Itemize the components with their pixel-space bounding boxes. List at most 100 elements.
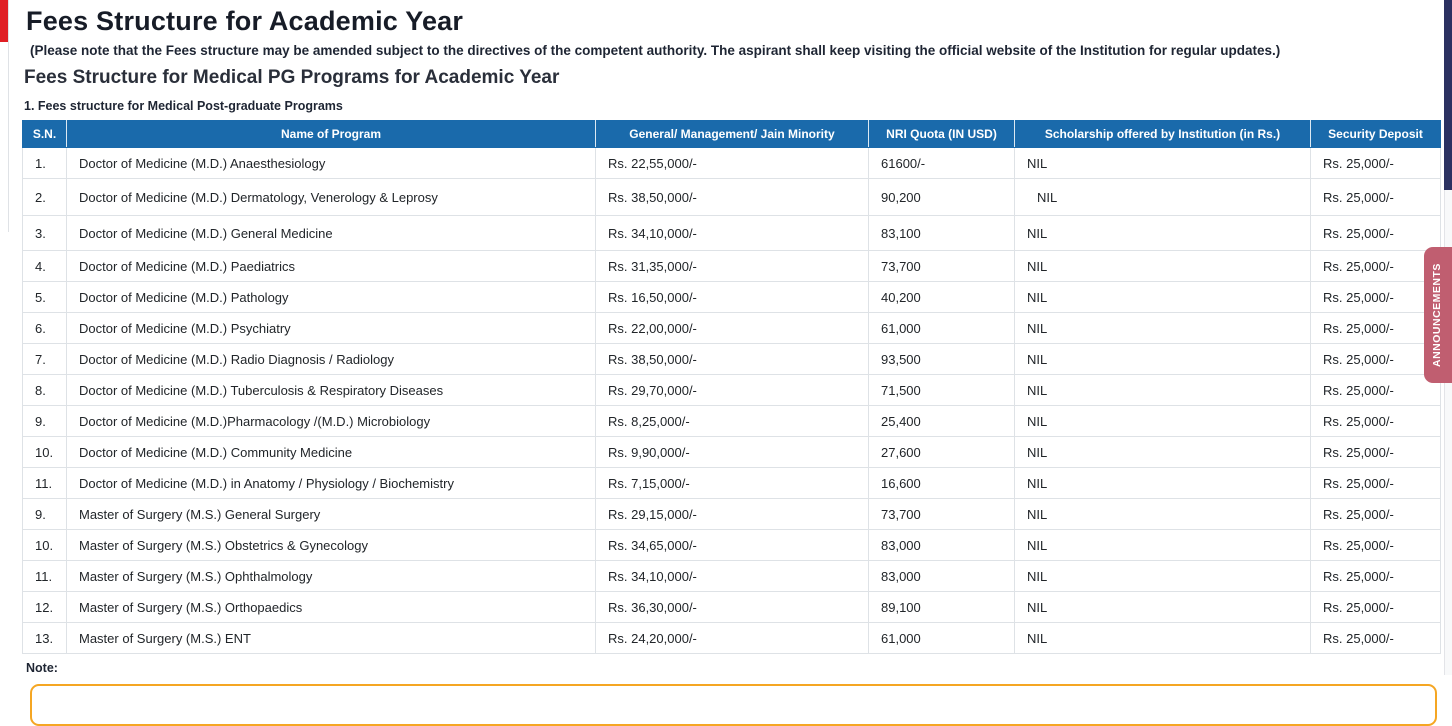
cell-security: Rs. 25,000/- bbox=[1310, 591, 1441, 623]
cell-general: Rs. 38,50,000/- bbox=[595, 343, 869, 375]
left-panel-edge-divider bbox=[8, 0, 9, 232]
table-row: 6. Doctor of Medicine (M.D.) Psychiatry Rs… bbox=[22, 312, 1441, 344]
cell-security: Rs. 25,000/- bbox=[1310, 343, 1441, 375]
cell-program: Master of Surgery (M.S.) ENT bbox=[66, 622, 596, 654]
cell-sn: 4. bbox=[22, 250, 67, 282]
cell-security: Rs. 25,000/- bbox=[1310, 312, 1441, 344]
cell-sn: 12. bbox=[22, 591, 67, 623]
cell-general: Rs. 24,20,000/- bbox=[595, 622, 869, 654]
table-row: 11. Doctor of Medicine (M.D.) in Anatomy … bbox=[22, 467, 1441, 499]
cell-sn: 11. bbox=[22, 560, 67, 592]
fees-disclaimer-text: (Please note that the Fees structure may… bbox=[30, 43, 1281, 58]
cell-program: Doctor of Medicine (M.D.) Anaesthesiolog… bbox=[66, 147, 596, 179]
table-row: 9. Doctor of Medicine (M.D.)Pharmacology … bbox=[22, 405, 1441, 437]
column-header-2: General/ Management/ Jain Minority bbox=[595, 120, 869, 148]
cell-program: Master of Surgery (M.S.) General Surgery bbox=[66, 498, 596, 530]
cell-security: Rs. 25,000/- bbox=[1310, 374, 1441, 406]
cell-scholarship: NIL bbox=[1014, 343, 1311, 375]
medical-pg-subtitle: Fees Structure for Medical PG Programs f… bbox=[24, 67, 560, 88]
table-row: 9. Master of Surgery (M.S.) General Surge… bbox=[22, 498, 1441, 530]
cell-nri: 93,500 bbox=[868, 343, 1015, 375]
cell-scholarship: NIL bbox=[1014, 281, 1311, 313]
table-row: 2. Doctor of Medicine (M.D.) Dermatology,… bbox=[22, 178, 1441, 216]
cell-general: Rs. 36,30,000/- bbox=[595, 591, 869, 623]
cell-sn: 8. bbox=[22, 374, 67, 406]
cell-program: Doctor of Medicine (M.D.) Psychiatry bbox=[66, 312, 596, 344]
cell-security: Rs. 25,000/- bbox=[1310, 436, 1441, 468]
cell-security: Rs. 25,000/- bbox=[1310, 498, 1441, 530]
cell-security: Rs. 25,000/- bbox=[1310, 250, 1441, 282]
cell-general: Rs. 29,70,000/- bbox=[595, 374, 869, 406]
cell-general: Rs. 31,35,000/- bbox=[595, 250, 869, 282]
cell-program: Doctor of Medicine (M.D.) Tuberculosis &… bbox=[66, 374, 596, 406]
table-row: 10. Master of Surgery (M.S.) Obstetrics &… bbox=[22, 529, 1441, 561]
cell-scholarship: NIL bbox=[1014, 467, 1311, 499]
cell-sn: 9. bbox=[22, 498, 67, 530]
cell-program: Master of Surgery (M.S.) Obstetrics & Gy… bbox=[66, 529, 596, 561]
cell-scholarship: NIL bbox=[1014, 215, 1311, 251]
cell-program: Master of Surgery (M.S.) Orthopaedics bbox=[66, 591, 596, 623]
cell-nri: 16,600 bbox=[868, 467, 1015, 499]
table-row: 8. Doctor of Medicine (M.D.) Tuberculosis… bbox=[22, 374, 1441, 406]
cell-nri: 83,000 bbox=[868, 560, 1015, 592]
cell-nri: 73,700 bbox=[868, 498, 1015, 530]
scrollbar-thumb[interactable] bbox=[1444, 0, 1452, 190]
cell-nri: 71,500 bbox=[868, 374, 1015, 406]
cell-nri: 40,200 bbox=[868, 281, 1015, 313]
cell-scholarship: NIL bbox=[1014, 250, 1311, 282]
cell-general: Rs. 38,50,000/- bbox=[595, 178, 869, 216]
cell-general: Rs. 16,50,000/- bbox=[595, 281, 869, 313]
cell-program: Doctor of Medicine (M.D.) in Anatomy / P… bbox=[66, 467, 596, 499]
cell-scholarship: NIL bbox=[1014, 436, 1311, 468]
cell-program: Doctor of Medicine (M.D.) Pathology bbox=[66, 281, 596, 313]
cell-sn: 11. bbox=[22, 467, 67, 499]
left-red-accent-bar bbox=[0, 0, 8, 42]
cell-nri: 83,000 bbox=[868, 529, 1015, 561]
cell-sn: 7. bbox=[22, 343, 67, 375]
announcements-tab[interactable]: ANNOUNCEMENTS bbox=[1424, 247, 1452, 383]
cell-security: Rs. 25,000/- bbox=[1310, 405, 1441, 437]
cell-scholarship: NIL bbox=[1014, 374, 1311, 406]
cell-program: Doctor of Medicine (M.D.) Dermatology, V… bbox=[66, 178, 596, 216]
cell-program: Doctor of Medicine (M.D.)Pharmacology /(… bbox=[66, 405, 596, 437]
cell-nri: 61,000 bbox=[868, 312, 1015, 344]
column-header-1: Name of Program bbox=[66, 120, 596, 148]
table-row: 12. Master of Surgery (M.S.) Orthopaedics… bbox=[22, 591, 1441, 623]
cell-general: Rs. 34,10,000/- bbox=[595, 560, 869, 592]
cell-scholarship: NIL bbox=[1014, 529, 1311, 561]
cell-sn: 10. bbox=[22, 436, 67, 468]
table-row: 3. Doctor of Medicine (M.D.) General Medi… bbox=[22, 215, 1441, 251]
cell-program: Doctor of Medicine (M.D.) Paediatrics bbox=[66, 250, 596, 282]
column-header-0: S.N. bbox=[22, 120, 67, 148]
announcements-tab-label: ANNOUNCEMENTS bbox=[1431, 263, 1443, 367]
page-title: Fees Structure for Academic Year bbox=[26, 6, 464, 36]
cell-scholarship: NIL bbox=[1014, 405, 1311, 437]
cell-general: Rs. 22,00,000/- bbox=[595, 312, 869, 344]
column-header-5: Security Deposit bbox=[1310, 120, 1441, 148]
cell-nri: 61600/- bbox=[868, 147, 1015, 179]
table-row: 10. Doctor of Medicine (M.D.) Community M… bbox=[22, 436, 1441, 468]
cell-security: Rs. 25,000/- bbox=[1310, 178, 1441, 216]
cell-scholarship: NIL bbox=[1014, 178, 1311, 216]
cell-security: Rs. 25,000/- bbox=[1310, 560, 1441, 592]
cell-scholarship: NIL bbox=[1014, 622, 1311, 654]
cell-nri: 27,600 bbox=[868, 436, 1015, 468]
cell-scholarship: NIL bbox=[1014, 560, 1311, 592]
cell-sn: 3. bbox=[22, 215, 67, 251]
cell-nri: 61,000 bbox=[868, 622, 1015, 654]
cell-general: Rs. 8,25,000/- bbox=[595, 405, 869, 437]
cell-program: Doctor of Medicine (M.D.) General Medici… bbox=[66, 215, 596, 251]
cell-nri: 83,100 bbox=[868, 215, 1015, 251]
cell-scholarship: NIL bbox=[1014, 591, 1311, 623]
fees-table: S.N. Name of Program General/ Management/ … bbox=[22, 120, 1441, 654]
cell-program: Doctor of Medicine (M.D.) Community Medi… bbox=[66, 436, 596, 468]
cell-sn: 10. bbox=[22, 529, 67, 561]
column-header-4: Scholarship offered by Institution (in R… bbox=[1014, 120, 1311, 148]
cell-sn: 9. bbox=[22, 405, 67, 437]
cell-general: Rs. 9,90,000/- bbox=[595, 436, 869, 468]
cell-sn: 5. bbox=[22, 281, 67, 313]
cell-security: Rs. 25,000/- bbox=[1310, 147, 1441, 179]
note-label: Note: bbox=[26, 661, 58, 675]
cell-program: Doctor of Medicine (M.D.) Radio Diagnosi… bbox=[66, 343, 596, 375]
cell-security: Rs. 25,000/- bbox=[1310, 467, 1441, 499]
